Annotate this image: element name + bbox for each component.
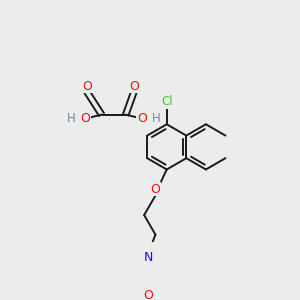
Text: Cl: Cl bbox=[161, 95, 172, 108]
Text: H: H bbox=[67, 112, 75, 125]
Text: O: O bbox=[151, 182, 160, 196]
Text: O: O bbox=[82, 80, 92, 93]
Text: N: N bbox=[144, 251, 153, 264]
Text: O: O bbox=[144, 290, 154, 300]
Text: H: H bbox=[152, 112, 161, 125]
Text: O: O bbox=[80, 112, 90, 125]
Text: O: O bbox=[129, 80, 139, 93]
Text: O: O bbox=[137, 112, 147, 125]
